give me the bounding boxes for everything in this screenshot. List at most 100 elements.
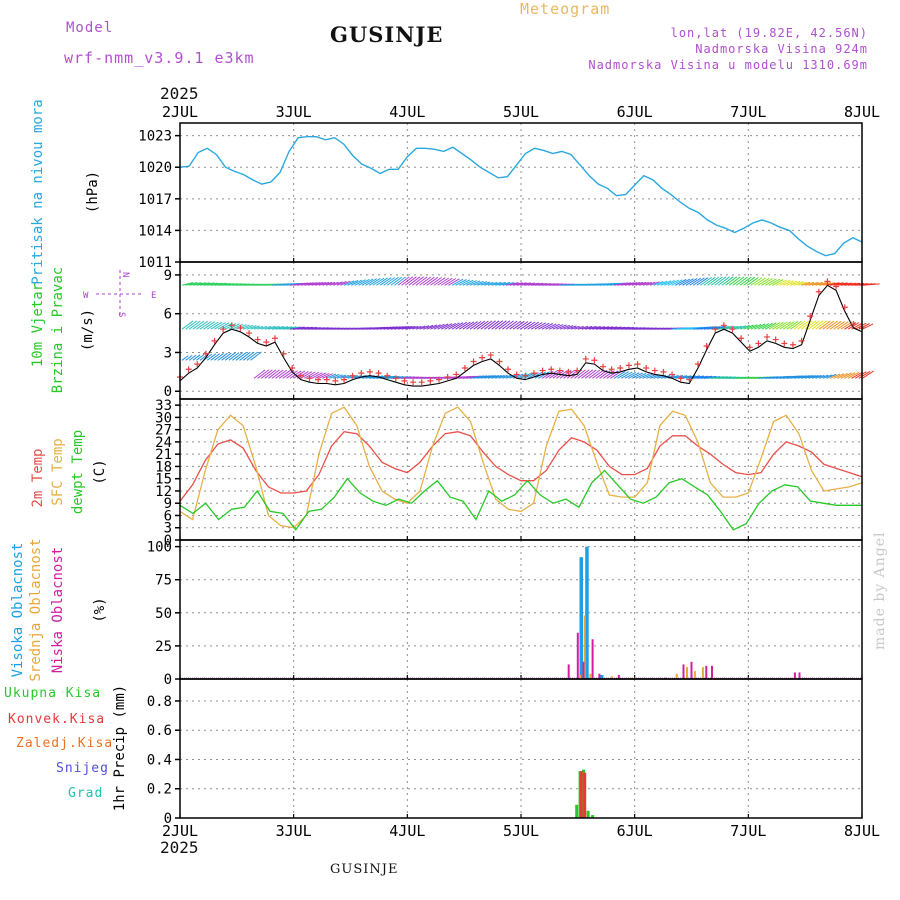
wind-barb [329,281,339,286]
wind-barb [271,326,285,330]
wind-barb [606,326,622,330]
wind-barb [516,282,531,286]
panel-precip: 0 0.2 0.4 0.6 0.8 [147,679,863,827]
wind-barb [336,374,347,379]
gust-marker [574,367,581,374]
panel-frame-2 [179,398,863,541]
y-tick-label: 3 [164,521,172,537]
gust-marker [677,375,684,382]
y-tick-label: 15 [155,472,172,488]
ylabel-low-cloud: Niska Oblacnost [50,547,66,673]
wind-barb [203,282,219,286]
wind-barb [624,371,636,379]
wind-barb [383,375,400,379]
wind-barb [282,326,297,330]
wind-barb [620,371,633,379]
gust-marker [505,366,512,373]
wind-barb [495,374,505,379]
x-label-top: 7JUL [730,103,766,121]
wind-barb [541,323,554,330]
wind-barb [466,321,478,330]
wind-barb [808,281,819,286]
gust-marker [479,354,486,361]
y-tick-label: 1011 [138,255,172,271]
wind-barb [422,276,435,286]
wind-barb [822,320,835,330]
y-tick-label: 6 [164,508,172,524]
gust-marker [401,377,408,384]
precip-bar [591,815,595,818]
wind-barb [181,320,194,330]
wind-barb [286,326,301,330]
wind-barb [246,351,259,361]
wind-barb [754,323,766,330]
wind-barb [545,323,557,330]
wind-barb [268,325,280,330]
wind-barb [487,375,499,379]
y-tick-label: 0 [164,811,172,827]
wind-barb [674,278,687,286]
cloud-bar [576,632,579,679]
gust-marker [496,358,503,365]
wind-barb [423,324,434,330]
wind-barb [419,325,430,330]
wind-barb [513,282,527,286]
wind-barb [419,276,432,286]
wind-barb [199,321,212,330]
wind-barb [505,320,518,330]
cloud-bar [682,664,685,679]
wind-barb [592,369,604,379]
wind-barb [196,354,205,361]
wind-barb [189,282,202,286]
wind-barb [487,281,498,286]
wind-barb [826,282,840,286]
wind-barb [782,321,795,330]
wind-barb [840,282,856,286]
wind-barb [527,321,540,330]
wind-barb [833,321,846,330]
wind-barb [491,320,504,330]
precip-series-1 [579,771,587,818]
gust-marker [772,336,779,343]
wind-barb [264,369,277,379]
wind-barb [376,277,388,286]
wind-barb [700,326,715,330]
y-tick-label: 0.6 [147,723,172,739]
wind-barb [577,369,590,379]
wind-barb [480,375,493,379]
wind-barb [286,370,298,379]
wind-barb [300,371,313,379]
wind-barb [350,279,363,286]
wind-barb [782,280,794,286]
wind-barb [822,374,833,379]
gust-marker [341,376,348,383]
wind-barb [836,321,849,330]
wind-barb [664,375,675,379]
wind-barb [484,320,496,330]
wind-barb [440,277,453,286]
wind-barb [646,374,657,379]
wind-barb [415,276,428,286]
wind-barb [700,276,712,286]
wind-barb [761,278,773,286]
wind-barb [621,282,635,286]
wind-barb [829,320,842,330]
y-tick-label: 30 [155,410,172,426]
y-tick-label: 9 [164,268,172,284]
wind-barb [592,326,606,330]
wind-barb [836,372,848,379]
gust-marker [246,330,253,337]
wind-barb [397,276,410,286]
gust-marker [263,339,270,346]
wind-barb [260,369,273,379]
wind-barb [815,320,828,330]
wind-barb [764,322,777,330]
wind-barb [833,373,845,379]
wind-barb [487,320,500,330]
ylabel-pressure: Pritisak na nivou mora [30,99,46,284]
wind-barb [602,370,615,379]
wind-barb [793,375,807,379]
wind-barb [829,373,841,379]
gust-marker [254,336,261,343]
wind-barb [257,369,270,379]
